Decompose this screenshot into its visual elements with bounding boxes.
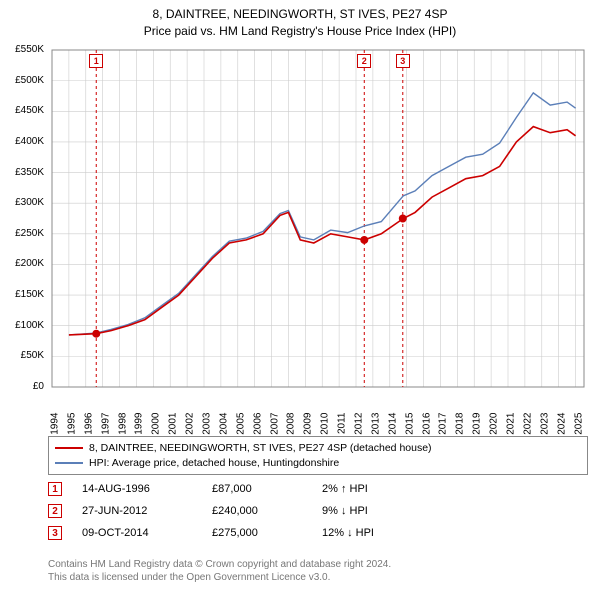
event-marker-1: 1	[48, 482, 62, 496]
event-row-2: 2 27-JUN-2012 £240,000 9% ↓ HPI	[48, 500, 588, 522]
title-line-2: Price paid vs. HM Land Registry's House …	[0, 23, 600, 40]
y-tick-label: £200K	[2, 258, 44, 269]
event-date-1: 14-AUG-1996	[82, 483, 192, 495]
chart-title: 8, DAINTREE, NEEDINGWORTH, ST IVES, PE27…	[0, 0, 600, 40]
legend-label-hpi: HPI: Average price, detached house, Hunt…	[89, 456, 339, 471]
event-row-1: 1 14-AUG-1996 £87,000 2% ↑ HPI	[48, 478, 588, 500]
event-price-3: £275,000	[212, 527, 302, 539]
event-date-3: 09-OCT-2014	[82, 527, 192, 539]
event-price-1: £87,000	[212, 483, 302, 495]
attribution-line-1: Contains HM Land Registry data © Crown c…	[48, 558, 588, 571]
y-tick-label: £100K	[2, 320, 44, 331]
chart-svg	[48, 46, 588, 391]
y-tick-label: £550K	[2, 44, 44, 55]
y-tick-label: £500K	[2, 75, 44, 86]
chart-event-marker: 1	[89, 54, 103, 68]
y-tick-label: £0	[2, 381, 44, 392]
chart-event-marker: 2	[357, 54, 371, 68]
y-tick-label: £50K	[2, 350, 44, 361]
chart-plot-area	[48, 46, 588, 391]
y-tick-label: £250K	[2, 228, 44, 239]
sale-events: 1 14-AUG-1996 £87,000 2% ↑ HPI 2 27-JUN-…	[48, 478, 588, 544]
event-delta-3: 12% ↓ HPI	[322, 527, 374, 539]
attribution: Contains HM Land Registry data © Crown c…	[48, 558, 588, 584]
event-marker-3: 3	[48, 526, 62, 540]
chart-event-marker: 3	[396, 54, 410, 68]
price-chart-container: { "title_line1": "8, DAINTREE, NEEDINGWO…	[0, 0, 600, 590]
legend-item-hpi: HPI: Average price, detached house, Hunt…	[55, 456, 581, 471]
legend-item-property: 8, DAINTREE, NEEDINGWORTH, ST IVES, PE27…	[55, 441, 581, 456]
y-tick-label: £300K	[2, 197, 44, 208]
legend-swatch-property	[55, 447, 83, 449]
event-delta-1: 2% ↑ HPI	[322, 483, 368, 495]
event-row-3: 3 09-OCT-2014 £275,000 12% ↓ HPI	[48, 522, 588, 544]
event-marker-2: 2	[48, 504, 62, 518]
title-line-1: 8, DAINTREE, NEEDINGWORTH, ST IVES, PE27…	[0, 6, 600, 23]
event-price-2: £240,000	[212, 505, 302, 517]
y-tick-label: £350K	[2, 167, 44, 178]
y-tick-label: £450K	[2, 105, 44, 116]
event-date-2: 27-JUN-2012	[82, 505, 192, 517]
event-delta-2: 9% ↓ HPI	[322, 505, 368, 517]
legend: 8, DAINTREE, NEEDINGWORTH, ST IVES, PE27…	[48, 436, 588, 475]
y-tick-label: £150K	[2, 289, 44, 300]
y-tick-label: £400K	[2, 136, 44, 147]
legend-swatch-hpi	[55, 462, 83, 464]
legend-label-property: 8, DAINTREE, NEEDINGWORTH, ST IVES, PE27…	[89, 441, 432, 456]
attribution-line-2: This data is licensed under the Open Gov…	[48, 571, 588, 584]
